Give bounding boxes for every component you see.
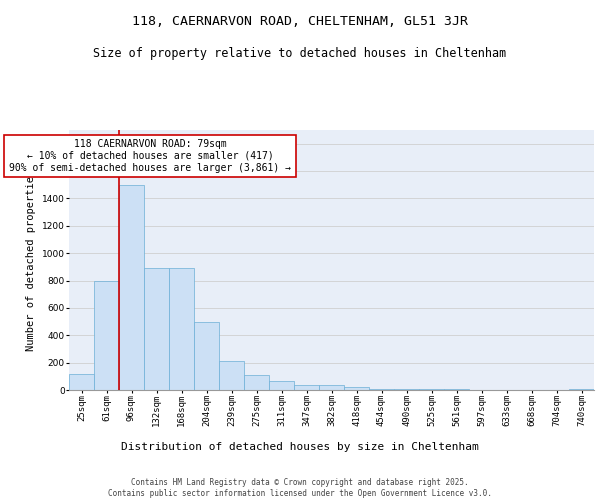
- Bar: [69, 374, 94, 390]
- Bar: [569, 388, 594, 390]
- Text: Distribution of detached houses by size in Cheltenham: Distribution of detached houses by size …: [121, 442, 479, 452]
- Text: 118, CAERNARVON ROAD, CHELTENHAM, GL51 3JR: 118, CAERNARVON ROAD, CHELTENHAM, GL51 3…: [132, 15, 468, 28]
- Bar: [369, 388, 394, 390]
- Bar: [219, 362, 244, 390]
- Bar: [244, 375, 269, 390]
- Text: Size of property relative to detached houses in Cheltenham: Size of property relative to detached ho…: [94, 48, 506, 60]
- Bar: [119, 184, 144, 390]
- Bar: [144, 268, 169, 390]
- Text: 118 CAERNARVON ROAD: 79sqm
← 10% of detached houses are smaller (417)
90% of sem: 118 CAERNARVON ROAD: 79sqm ← 10% of deta…: [9, 140, 291, 172]
- Bar: [169, 268, 194, 390]
- Y-axis label: Number of detached properties: Number of detached properties: [26, 170, 36, 350]
- Bar: [294, 384, 319, 390]
- Text: Contains HM Land Registry data © Crown copyright and database right 2025.
Contai: Contains HM Land Registry data © Crown c…: [108, 478, 492, 498]
- Bar: [394, 389, 419, 390]
- Bar: [269, 381, 294, 390]
- Bar: [94, 280, 119, 390]
- Bar: [344, 386, 369, 390]
- Bar: [319, 385, 344, 390]
- Bar: [194, 322, 219, 390]
